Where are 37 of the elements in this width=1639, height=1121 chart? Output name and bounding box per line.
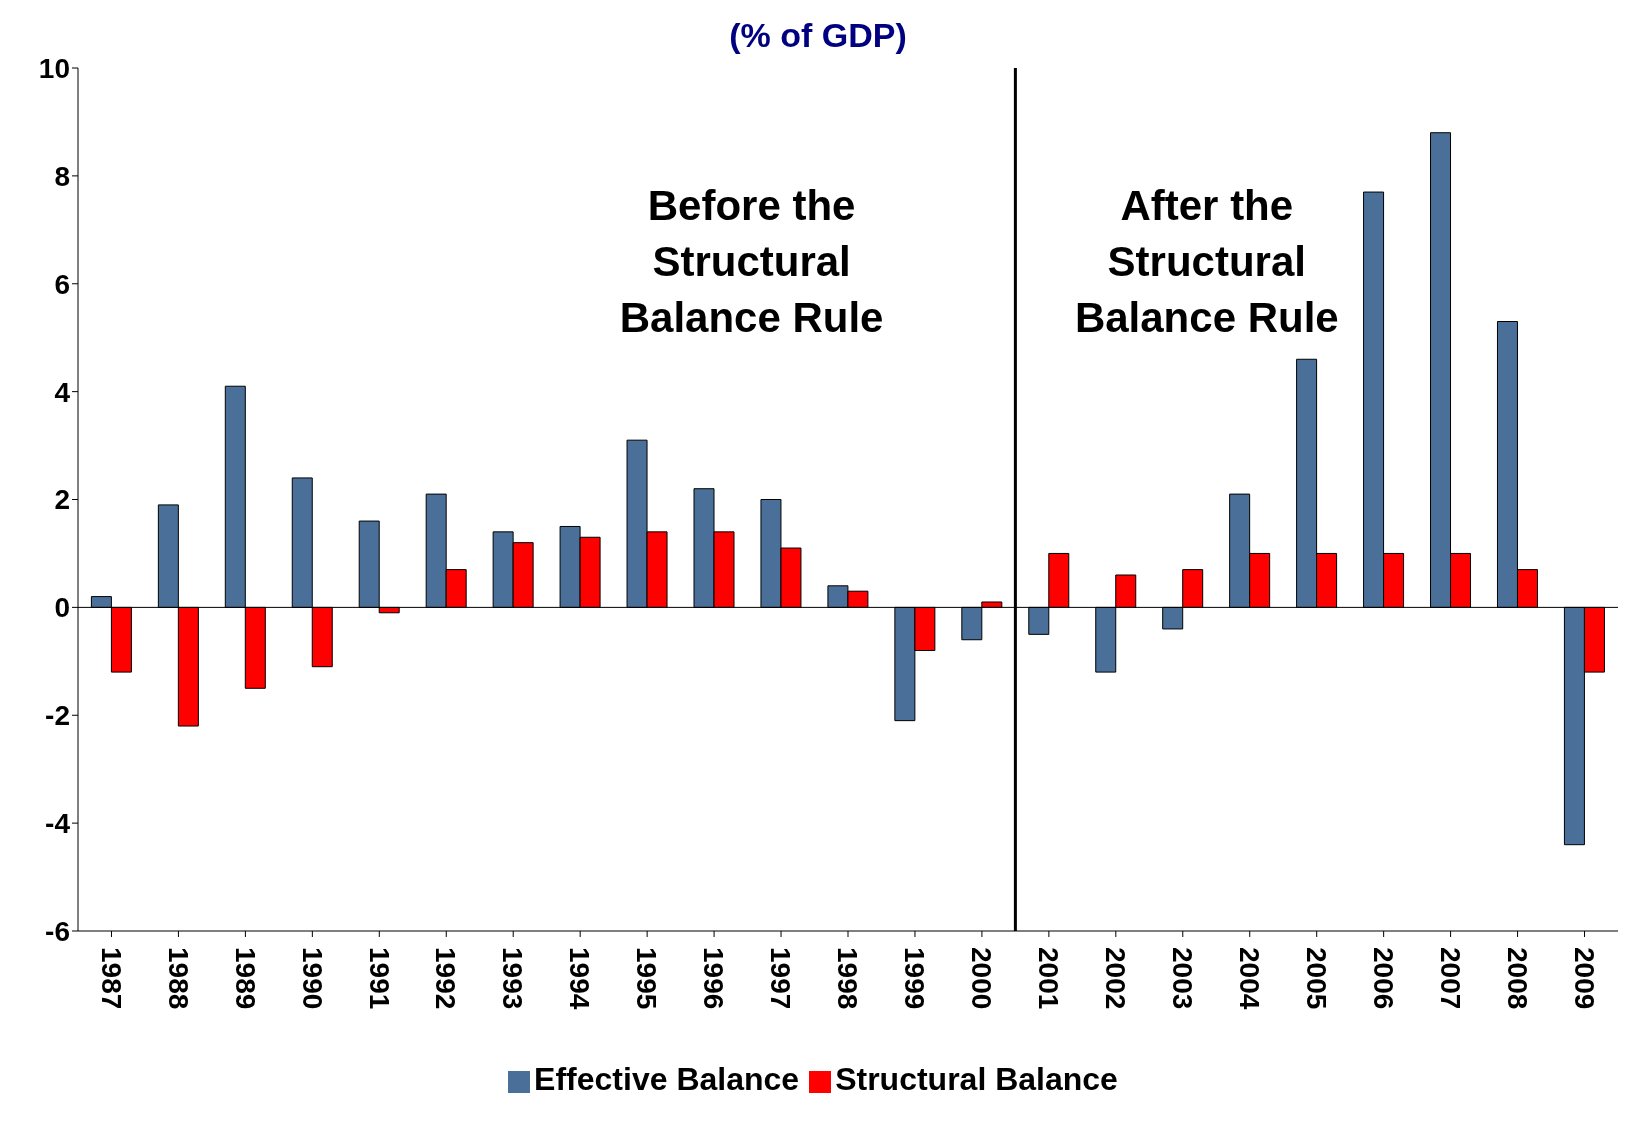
x-tick-label: 1998 bbox=[832, 947, 864, 1010]
x-tick-label: 2008 bbox=[1501, 947, 1533, 1010]
annotation: After the Structural Balance Rule bbox=[1073, 181, 1340, 343]
x-tick-label: 1991 bbox=[363, 947, 395, 1010]
chart-title: (% of GDP) bbox=[729, 16, 907, 54]
y-tick-label: 0 bbox=[54, 592, 70, 624]
x-tick-label: 1996 bbox=[698, 947, 730, 1010]
y-tick-label: 4 bbox=[54, 376, 71, 408]
x-tick-label: 2003 bbox=[1166, 947, 1198, 1010]
annotation: Before the Structural Balance Rule bbox=[618, 181, 885, 343]
x-tick-label: 1992 bbox=[430, 947, 462, 1010]
x-tick-label: 1994 bbox=[564, 947, 596, 1010]
y-tick-label: -6 bbox=[45, 915, 70, 947]
x-tick-label: 2009 bbox=[1568, 947, 1600, 1010]
x-tick-label: 2002 bbox=[1100, 947, 1132, 1010]
x-tick-label: 1989 bbox=[229, 947, 261, 1010]
y-tick-label: 10 bbox=[38, 52, 70, 84]
x-tick-label: 2004 bbox=[1233, 947, 1265, 1010]
x-tick-label: 1997 bbox=[765, 947, 797, 1010]
legend-label: Effective Balance bbox=[534, 1061, 800, 1097]
y-tick-label: 8 bbox=[54, 160, 70, 192]
x-tick-label: 1999 bbox=[899, 947, 931, 1010]
y-tick-label: -4 bbox=[45, 808, 71, 840]
y-tick-label: 2 bbox=[54, 484, 70, 516]
x-tick-label: 2001 bbox=[1033, 947, 1065, 1010]
x-tick-label: 2000 bbox=[966, 947, 998, 1010]
x-tick-label: 1987 bbox=[95, 947, 127, 1010]
x-tick-label: 1988 bbox=[162, 947, 194, 1010]
y-tick-label: 6 bbox=[54, 268, 70, 300]
x-tick-label: 2007 bbox=[1434, 947, 1466, 1010]
y-tick-label: -2 bbox=[45, 700, 70, 732]
x-tick-label: 1990 bbox=[296, 947, 328, 1010]
x-tick-label: 1993 bbox=[497, 947, 529, 1010]
x-tick-label: 2005 bbox=[1300, 947, 1332, 1010]
legend-label: Structural Balance bbox=[835, 1061, 1118, 1097]
x-tick-label: 2006 bbox=[1367, 947, 1399, 1010]
x-tick-label: 1995 bbox=[631, 947, 663, 1010]
